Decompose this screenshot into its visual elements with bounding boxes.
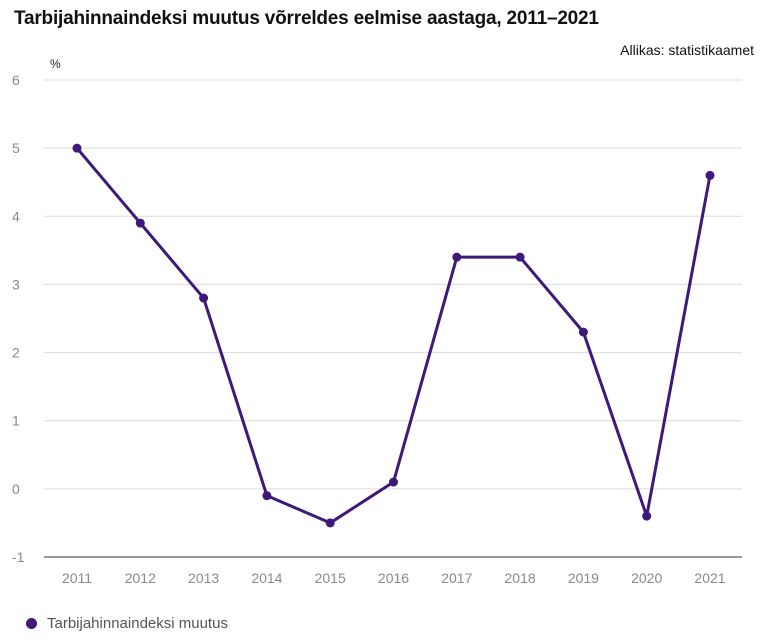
data-point: [705, 170, 715, 180]
data-point: [642, 511, 652, 521]
y-tick-label: 0: [12, 481, 20, 497]
y-tick-label: 6: [12, 72, 20, 88]
x-tick-label: 2013: [188, 570, 219, 586]
x-tick-label: 2016: [378, 570, 409, 586]
data-point: [578, 327, 588, 337]
y-axis-ticks: -1 0 1 2 3 4 5 6: [12, 72, 25, 565]
chart-source: Allikas: statistikaamet: [620, 42, 754, 58]
y-tick-label: 5: [12, 140, 20, 156]
data-point: [389, 477, 398, 487]
x-tick-label: 2014: [251, 570, 282, 586]
data-point: [199, 293, 209, 303]
legend-swatch-icon: [26, 618, 37, 629]
y-tick-label: 2: [12, 345, 20, 361]
x-tick-label: 2017: [441, 570, 472, 586]
x-tick-label: 2021: [694, 570, 725, 586]
y-tick-label: 4: [12, 208, 20, 224]
series-line: [75, 146, 712, 525]
data-point: [452, 252, 462, 262]
legend-label: Tarbijahinnaindeksi muutus: [47, 615, 228, 632]
x-tick-label: 2019: [568, 570, 599, 586]
x-axis-ticks: 2011 2012 2013 2014 2015 2016 2017 2018 2019 2020…: [62, 570, 726, 586]
data-point: [135, 218, 145, 228]
data-point: [515, 252, 525, 262]
x-tick-label: 2012: [125, 570, 156, 586]
y-tick-label: 3: [12, 276, 20, 292]
chart-title: Tarbijahinnaindeksi muutus võrreldes eel…: [14, 8, 599, 29]
y-tick-label: 1: [12, 413, 20, 429]
data-point: [72, 143, 82, 153]
y-axis-unit: %: [50, 57, 61, 71]
y-tick-label: -1: [12, 549, 25, 565]
x-tick-label: 2011: [62, 570, 92, 586]
x-tick-label: 2020: [631, 570, 662, 586]
grid-lines: [44, 79, 742, 490]
data-point: [325, 518, 335, 528]
x-tick-label: 2015: [315, 570, 346, 586]
series-layer: [72, 143, 715, 528]
x-tick-label: 2018: [505, 570, 536, 586]
data-point: [262, 491, 272, 501]
legend: Tarbijahinnaindeksi muutus: [26, 615, 228, 632]
